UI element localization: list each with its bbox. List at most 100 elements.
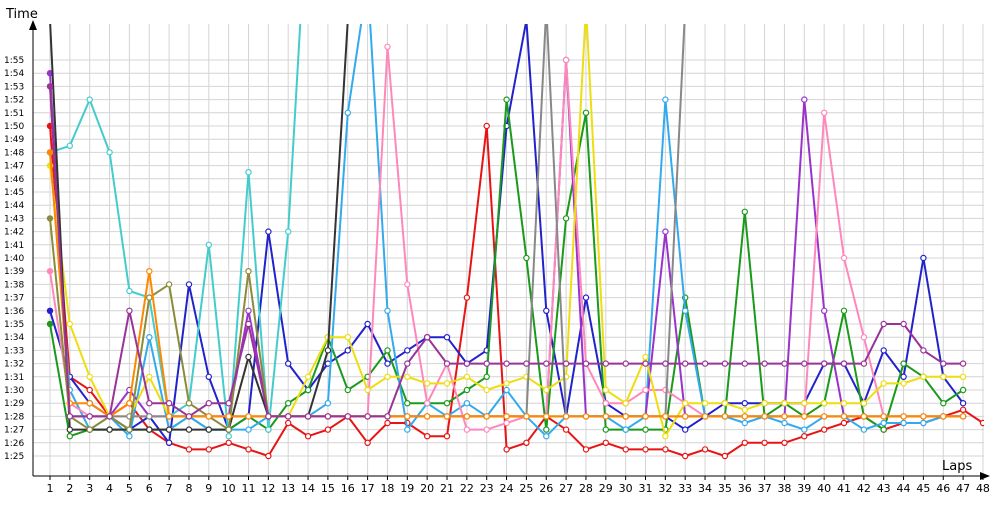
data-point (959, 400, 967, 407)
x-tick-label: 42 (857, 482, 871, 495)
y-tick-label: 1:54 (4, 69, 24, 79)
data-point (483, 413, 490, 420)
data-point (920, 373, 927, 380)
y-tick-label: 1:48 (4, 148, 24, 158)
data-point (781, 413, 788, 420)
data-point (840, 254, 848, 262)
y-tick-label: 1:35 (4, 320, 24, 330)
data-point (146, 334, 153, 341)
data-point (463, 360, 471, 367)
data-point (304, 433, 312, 440)
data-point (741, 406, 749, 413)
data-point (285, 419, 292, 427)
data-point (86, 96, 93, 103)
data-point (801, 433, 808, 440)
data-point (483, 386, 490, 394)
y-tick-label: 1:38 (4, 280, 24, 290)
y-axis-title: Time (5, 7, 38, 22)
x-tick-label: 5 (126, 482, 133, 495)
x-tick-label: 46 (936, 482, 950, 495)
data-point (245, 320, 252, 328)
y-tick-label: 1:32 (4, 360, 24, 370)
data-point (46, 320, 54, 328)
y-tick-label: 1:42 (4, 228, 24, 238)
y-tick-label: 1:25 (4, 452, 24, 462)
data-point (860, 334, 868, 341)
data-point (424, 380, 431, 387)
data-point (721, 360, 729, 367)
data-point (463, 386, 471, 394)
x-tick-label: 29 (599, 482, 613, 495)
data-point (503, 413, 510, 420)
data-point (682, 400, 689, 407)
data-point (344, 386, 351, 394)
data-point (900, 320, 907, 328)
data-point (285, 413, 292, 420)
data-point (821, 307, 828, 314)
y-tick-label: 1:37 (4, 294, 24, 304)
data-point (801, 400, 808, 407)
x-tick-label: 1 (47, 482, 54, 495)
data-point (165, 439, 173, 446)
x-tick-label: 39 (797, 482, 811, 495)
y-tick-label: 1:27 (4, 426, 24, 436)
x-tick-label: 19 (400, 482, 414, 495)
data-point (562, 215, 570, 222)
data-point (781, 360, 788, 367)
series-group (46, 83, 967, 420)
data-point (701, 446, 709, 453)
data-point (165, 426, 173, 433)
x-tick-label: 13 (281, 482, 295, 495)
x-tick-label: 38 (777, 482, 791, 495)
data-point (543, 386, 550, 394)
data-point (741, 208, 749, 215)
data-point (900, 360, 907, 367)
data-point (503, 96, 510, 103)
data-point (344, 334, 351, 341)
data-point (364, 320, 371, 328)
data-point (602, 426, 610, 433)
data-point (285, 228, 292, 235)
data-point (662, 433, 669, 440)
data-point (959, 406, 967, 413)
data-point (761, 360, 768, 367)
data-point (900, 373, 907, 380)
series-group (46, 24, 302, 440)
data-point (265, 228, 272, 235)
data-point (523, 360, 530, 367)
data-point (265, 413, 272, 420)
data-point (602, 413, 610, 420)
data-point (225, 426, 232, 433)
data-point (404, 400, 411, 407)
data-point (721, 400, 729, 407)
data-point (46, 149, 54, 156)
x-tick-label: 4 (106, 482, 113, 495)
data-point (900, 380, 907, 387)
data-point (66, 320, 74, 328)
data-point (324, 400, 332, 407)
x-tick-label: 22 (460, 482, 474, 495)
data-point (761, 413, 768, 420)
data-point (682, 426, 689, 433)
data-point (463, 413, 471, 420)
x-tick-label: 43 (877, 482, 891, 495)
data-point (364, 439, 371, 446)
y-tick-label: 1:33 (4, 346, 24, 356)
x-tick-label: 3 (86, 482, 93, 495)
x-tick-label: 31 (639, 482, 653, 495)
data-point (543, 307, 550, 314)
data-point (463, 294, 471, 301)
data-point (582, 360, 590, 367)
data-point (205, 373, 212, 380)
data-point (126, 307, 133, 314)
data-point (265, 452, 272, 460)
data-point (304, 386, 312, 394)
data-point (66, 426, 74, 433)
data-point (959, 386, 967, 394)
data-point (701, 360, 709, 367)
data-point (940, 360, 947, 367)
data-point (562, 56, 570, 64)
data-point (761, 400, 768, 407)
data-point (642, 413, 649, 420)
